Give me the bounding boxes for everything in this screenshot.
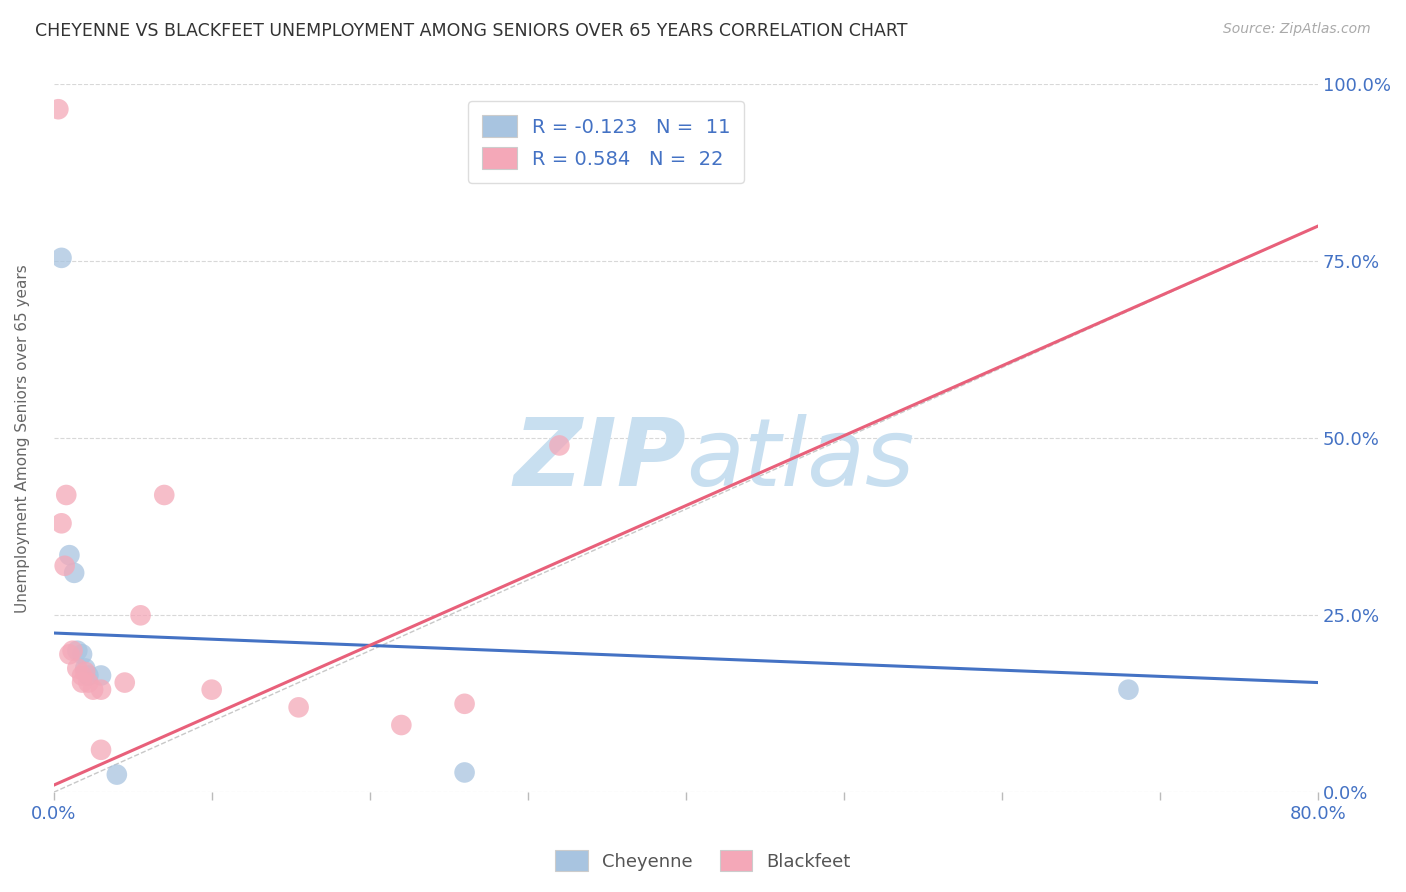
Text: CHEYENNE VS BLACKFEET UNEMPLOYMENT AMONG SENIORS OVER 65 YEARS CORRELATION CHART: CHEYENNE VS BLACKFEET UNEMPLOYMENT AMONG… [35, 22, 908, 40]
Point [51, 251, 73, 265]
Point [453, 697, 475, 711]
Point [75, 665, 97, 679]
Point [82, 682, 104, 697]
Point [77, 675, 100, 690]
Legend: Cheyenne, Blackfeet: Cheyenne, Blackfeet [548, 843, 858, 879]
Point [548, 438, 571, 452]
Legend: R = -0.123   N =  11, R = 0.584   N =  22: R = -0.123 N = 11, R = 0.584 N = 22 [468, 101, 744, 183]
Point [453, 765, 475, 780]
Y-axis label: Unemployment Among Seniors over 65 years: Unemployment Among Seniors over 65 years [15, 264, 30, 613]
Point [90, 668, 112, 682]
Point [75, 661, 97, 675]
Point [114, 675, 136, 690]
Point [58, 647, 80, 661]
Point [77, 668, 100, 682]
Point [90, 743, 112, 757]
Text: atlas: atlas [686, 414, 914, 505]
Point [66, 661, 89, 675]
Point [105, 767, 128, 781]
Point [53, 558, 76, 573]
Point [70, 675, 93, 690]
Text: ZIP: ZIP [513, 414, 686, 506]
Point [48, 102, 70, 116]
Point [287, 700, 309, 714]
Point [201, 682, 224, 697]
Point [70, 647, 93, 661]
Point [129, 608, 152, 623]
Point [66, 644, 89, 658]
Point [51, 516, 73, 531]
Point [63, 566, 86, 580]
Point [389, 718, 412, 732]
Point [1118, 682, 1140, 697]
Point [55, 488, 77, 502]
Point [58, 548, 80, 562]
Point [70, 668, 93, 682]
Point [153, 488, 176, 502]
Point [62, 644, 84, 658]
Text: Source: ZipAtlas.com: Source: ZipAtlas.com [1223, 22, 1371, 37]
Point [90, 682, 112, 697]
